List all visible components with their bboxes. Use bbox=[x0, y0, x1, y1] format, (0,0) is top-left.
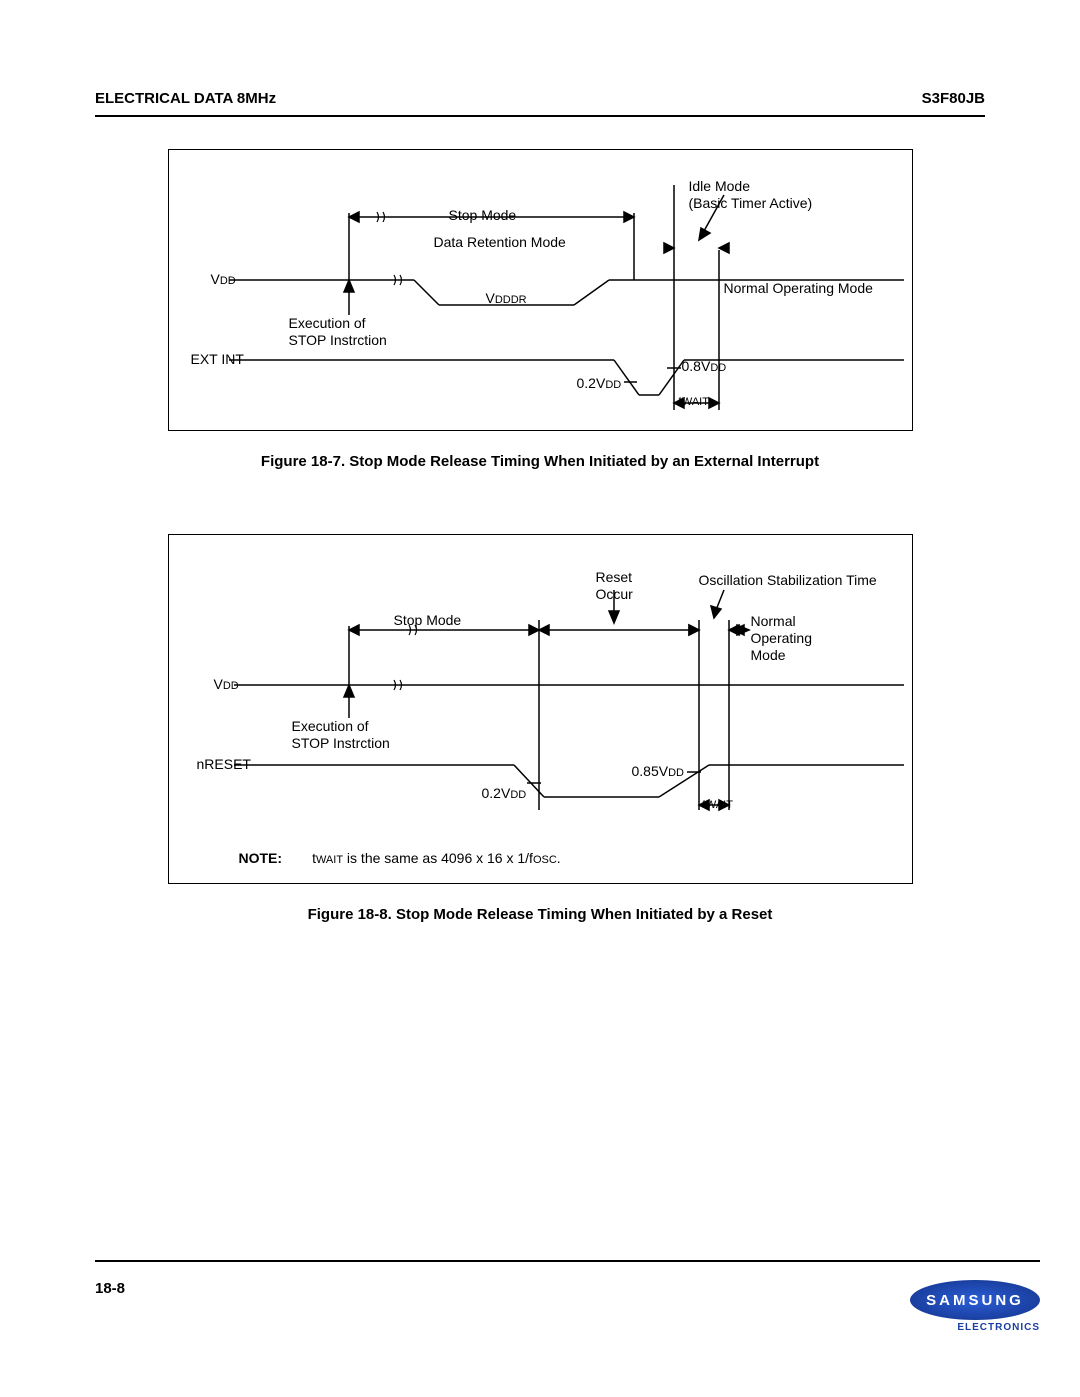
stop-mode-2-label: Stop Mode bbox=[394, 612, 462, 630]
idle-mode-label-2: (Basic Timer Active) bbox=[689, 195, 813, 213]
samsung-logo-text: SAMSUNG bbox=[926, 1292, 1024, 1309]
idle-mode-label-1: Idle Mode bbox=[689, 178, 750, 196]
figure-18-7-caption: Figure 18-7. Stop Mode Release Timing Wh… bbox=[95, 453, 985, 470]
figure-18-8-caption: Figure 18-8. Stop Mode Release Timing Wh… bbox=[95, 906, 985, 923]
exec-label-1: Execution of bbox=[289, 315, 366, 333]
figure-18-7: Idle Mode (Basic Timer Active) Stop Mode… bbox=[168, 149, 913, 431]
note-text: tWAIT is the same as 4096 x 16 x 1/fOSC. bbox=[312, 850, 561, 866]
v08-label: 0.8VDD bbox=[682, 358, 727, 376]
page-footer: 18-8 SAMSUNG ELECTRONICS bbox=[95, 1260, 1040, 1333]
reset-label-2: Occur bbox=[596, 586, 633, 604]
note-label: NOTE: bbox=[239, 850, 283, 866]
electronics-text: ELECTRONICS bbox=[910, 1322, 1040, 1333]
vdd-2-label: VDD bbox=[214, 676, 239, 694]
normal-2-label: Operating bbox=[751, 630, 812, 648]
reset-label-1: Reset bbox=[596, 569, 633, 587]
vdd-label: VDD bbox=[211, 271, 236, 289]
v02-2-label: 0.2VDD bbox=[482, 785, 527, 803]
twait-label: tWAIT bbox=[679, 394, 709, 410]
twait-2-label: tWAIT bbox=[703, 797, 733, 813]
note-row: NOTE: tWAIT is the same as 4096 x 16 x 1… bbox=[239, 850, 561, 866]
figure-18-8: Reset Occur Oscillation Stabilization Ti… bbox=[168, 534, 913, 884]
exec-label-2: STOP Instrction bbox=[289, 332, 387, 350]
stop-mode-label: Stop Mode bbox=[449, 207, 517, 225]
data-retention-label: Data Retention Mode bbox=[434, 234, 566, 252]
ext-int-label: EXT INT bbox=[191, 351, 244, 369]
page-header: ELECTRICAL DATA 8MHz S3F80JB bbox=[95, 90, 985, 117]
vdddr-label: VDDDR bbox=[486, 290, 527, 308]
nreset-label: nRESET bbox=[197, 756, 251, 774]
normal-1-label: Normal bbox=[751, 613, 796, 631]
page-number: 18-8 bbox=[95, 1280, 125, 1297]
normal-3-label: Mode bbox=[751, 647, 786, 665]
exec-2-label-2: STOP Instrction bbox=[292, 735, 390, 753]
v02-label: 0.2VDD bbox=[577, 375, 622, 393]
exec-2-label-1: Execution of bbox=[292, 718, 369, 736]
osc-stab-label: Oscillation Stabilization Time bbox=[699, 572, 877, 590]
header-left: ELECTRICAL DATA 8MHz bbox=[95, 90, 276, 107]
v085-label: 0.85VDD bbox=[632, 763, 684, 781]
samsung-logo-icon: SAMSUNG bbox=[910, 1280, 1040, 1320]
samsung-logo-block: SAMSUNG ELECTRONICS bbox=[910, 1280, 1040, 1333]
header-right: S3F80JB bbox=[922, 90, 985, 107]
normal-op-label: Normal Operating Mode bbox=[724, 280, 873, 298]
